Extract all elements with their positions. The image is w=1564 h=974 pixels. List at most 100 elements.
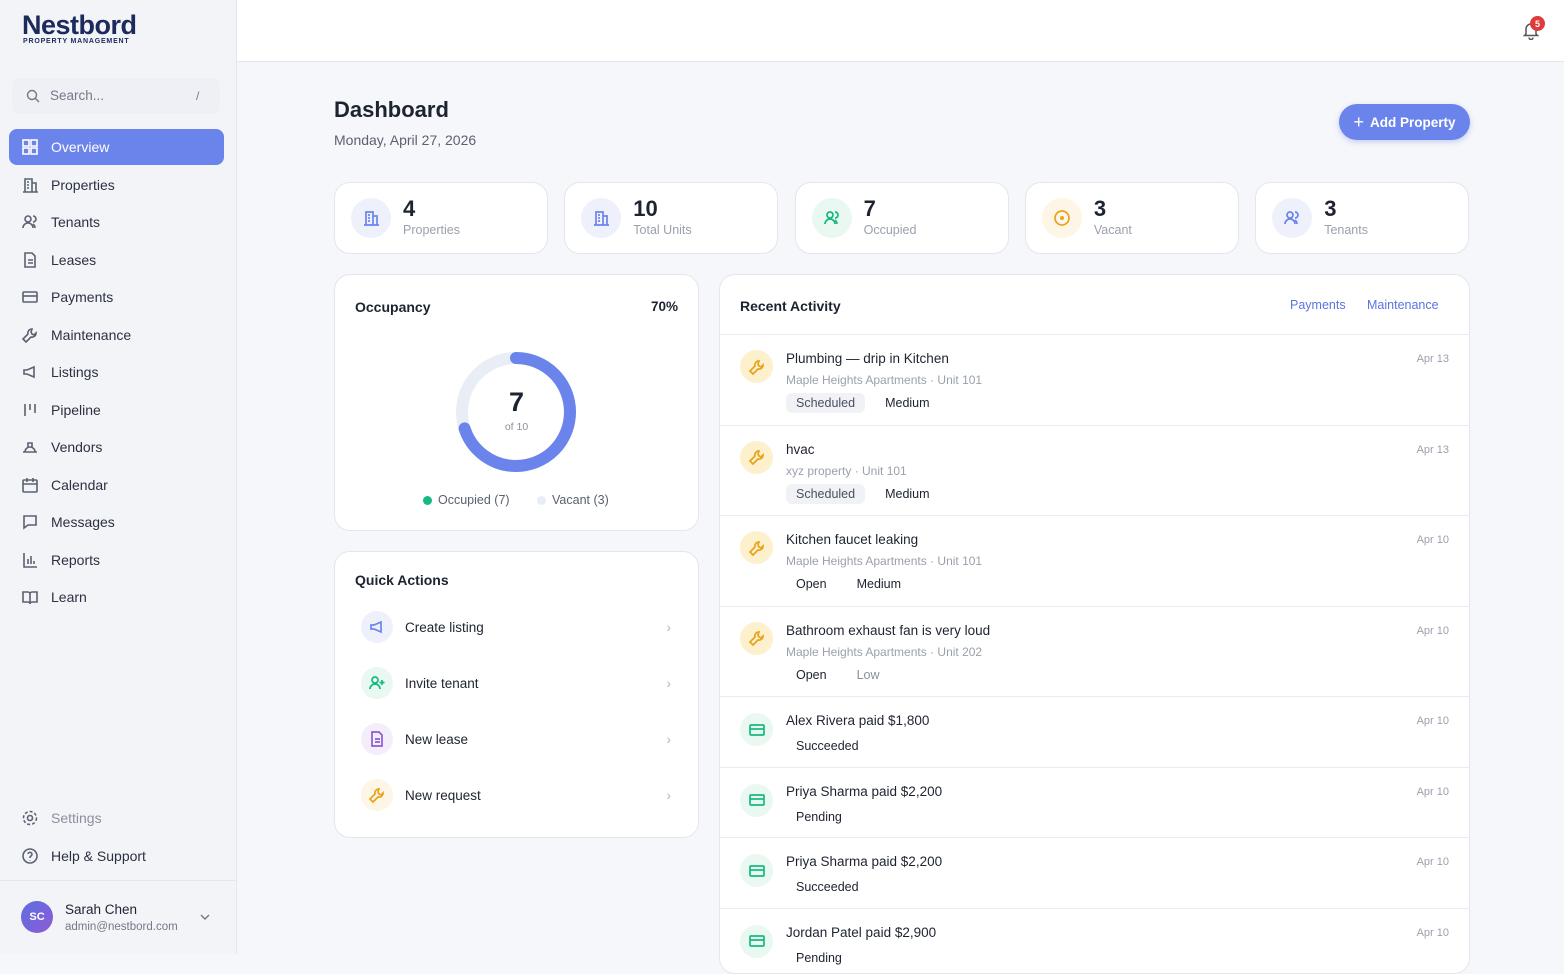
legend-dot	[423, 496, 432, 505]
quick-action[interactable]: Invite tenant›	[361, 663, 671, 703]
nav-label: Learn	[51, 589, 87, 605]
icon	[361, 779, 393, 811]
nav-label: Overview	[51, 139, 109, 155]
nav-item[interactable]: Messages	[9, 504, 224, 540]
icon	[361, 667, 393, 699]
nav-label: Properties	[51, 177, 115, 193]
tag: Pending	[786, 807, 852, 827]
stat-label: Total Units	[633, 223, 691, 237]
activity-title: Kitchen faucet leaking	[786, 532, 918, 547]
tag: Low	[847, 665, 890, 685]
icon	[361, 611, 393, 643]
activity-date: Apr 10	[1417, 715, 1449, 727]
nav-label: Calendar	[51, 477, 108, 493]
activity-title: hvac	[786, 442, 815, 457]
nav-item[interactable]: Overview	[9, 129, 224, 165]
nav-item[interactable]: Reports	[9, 542, 224, 578]
search-shortcut: /	[196, 89, 199, 103]
nav-label: Messages	[51, 514, 115, 530]
activity-item[interactable]: Kitchen faucet leaking Maple Heights Apar…	[720, 515, 1469, 606]
search-icon	[26, 89, 40, 103]
stat-icon	[1042, 198, 1082, 238]
occupancy-percent: 70%	[651, 299, 678, 314]
activity-date: Apr 13	[1417, 353, 1449, 365]
activity-icon	[740, 350, 773, 383]
tag: Medium	[875, 393, 939, 413]
tag: Scheduled	[786, 484, 865, 504]
activity-icon	[740, 784, 773, 817]
nav-item[interactable]: Tenants	[9, 204, 224, 240]
divider	[0, 880, 236, 881]
add-property-button[interactable]: +Add Property	[1339, 104, 1470, 140]
quick-action[interactable]: New request ›	[361, 775, 671, 815]
search-box[interactable]: Search... /	[12, 78, 220, 114]
nav-item[interactable]: Pipeline	[9, 392, 224, 428]
nav-item[interactable]: Leases	[9, 242, 224, 278]
tag: Pending	[786, 948, 852, 968]
tag: Open	[786, 665, 837, 685]
nav-item[interactable]: Calendar	[9, 467, 224, 503]
activity-date: Apr 10	[1417, 856, 1449, 868]
nav-item[interactable]: Settings	[9, 800, 224, 836]
stat-label: Tenants	[1324, 223, 1368, 237]
stat-icon	[581, 198, 621, 238]
tab[interactable]: Payments	[1290, 298, 1346, 312]
brand-tagline: PROPERTY MANAGEMENT	[23, 38, 129, 45]
top-bar: 5	[237, 0, 1564, 62]
tab[interactable]: Maintenance	[1367, 298, 1439, 312]
activity-icon	[740, 925, 773, 958]
stat-label: Occupied	[864, 223, 917, 237]
quick-actions-card: Quick Actions Create listing› Invite ten…	[334, 551, 699, 838]
nav-item[interactable]: Listings	[9, 354, 224, 390]
quick-action-label: New request	[405, 788, 481, 803]
nav-label: Help & Support	[51, 848, 146, 864]
chevron: ›	[667, 620, 672, 635]
user-menu-chevron[interactable]	[199, 913, 211, 921]
activity-item[interactable]: Priya Sharma paid $2,200 Succeeded Apr 10	[720, 837, 1469, 908]
nav-item[interactable]: Maintenance	[9, 317, 224, 353]
quick-action[interactable]: Create listing ›	[361, 607, 671, 647]
activity-icon	[740, 622, 773, 655]
activity-title: Priya Sharma paid $2,200	[786, 854, 942, 869]
tag: Medium	[847, 574, 911, 594]
donut-center-sub: of 10	[335, 421, 698, 433]
stat-value: 3	[1324, 196, 1336, 222]
page-date: Monday, April 27, 2026	[334, 132, 476, 148]
nav-item[interactable]: Help & Support	[9, 838, 224, 874]
activity-title: Jordan Patel paid $2,900	[786, 925, 936, 940]
activity-icon	[740, 713, 773, 746]
nav-item[interactable]: Learn	[9, 579, 224, 615]
activity-date: Apr 10	[1417, 625, 1449, 637]
chevron: ›	[667, 788, 672, 803]
activity-title: Bathroom exhaust fan is very loud	[786, 623, 990, 638]
stat-value: 4	[403, 196, 415, 222]
nav-item[interactable]: Properties	[9, 167, 224, 203]
tag-row: Scheduled Medium	[786, 484, 950, 504]
tag: Scheduled	[786, 393, 865, 413]
tag: Succeeded	[786, 877, 869, 897]
tag: Medium	[875, 484, 939, 504]
tag-row: Open Low	[786, 665, 900, 685]
activity-card: Recent Activity Payments Maintenance Plu…	[719, 274, 1470, 974]
stat-icon	[1272, 198, 1312, 238]
nav-item[interactable]: Vendors	[9, 429, 224, 465]
quick-action-label: Create listing	[405, 620, 484, 635]
activity-icon	[740, 441, 773, 474]
activity-title: Plumbing — drip in Kitchen	[786, 351, 949, 366]
nav-item[interactable]: Payments	[9, 279, 224, 315]
chevron: ›	[667, 732, 672, 747]
legend-dot	[537, 496, 546, 505]
quick-action[interactable]: New lease›	[361, 719, 671, 759]
activity-subtitle: Maple Heights Apartments · Unit 101	[786, 554, 982, 568]
activity-title: Priya Sharma paid $2,200	[786, 784, 942, 799]
